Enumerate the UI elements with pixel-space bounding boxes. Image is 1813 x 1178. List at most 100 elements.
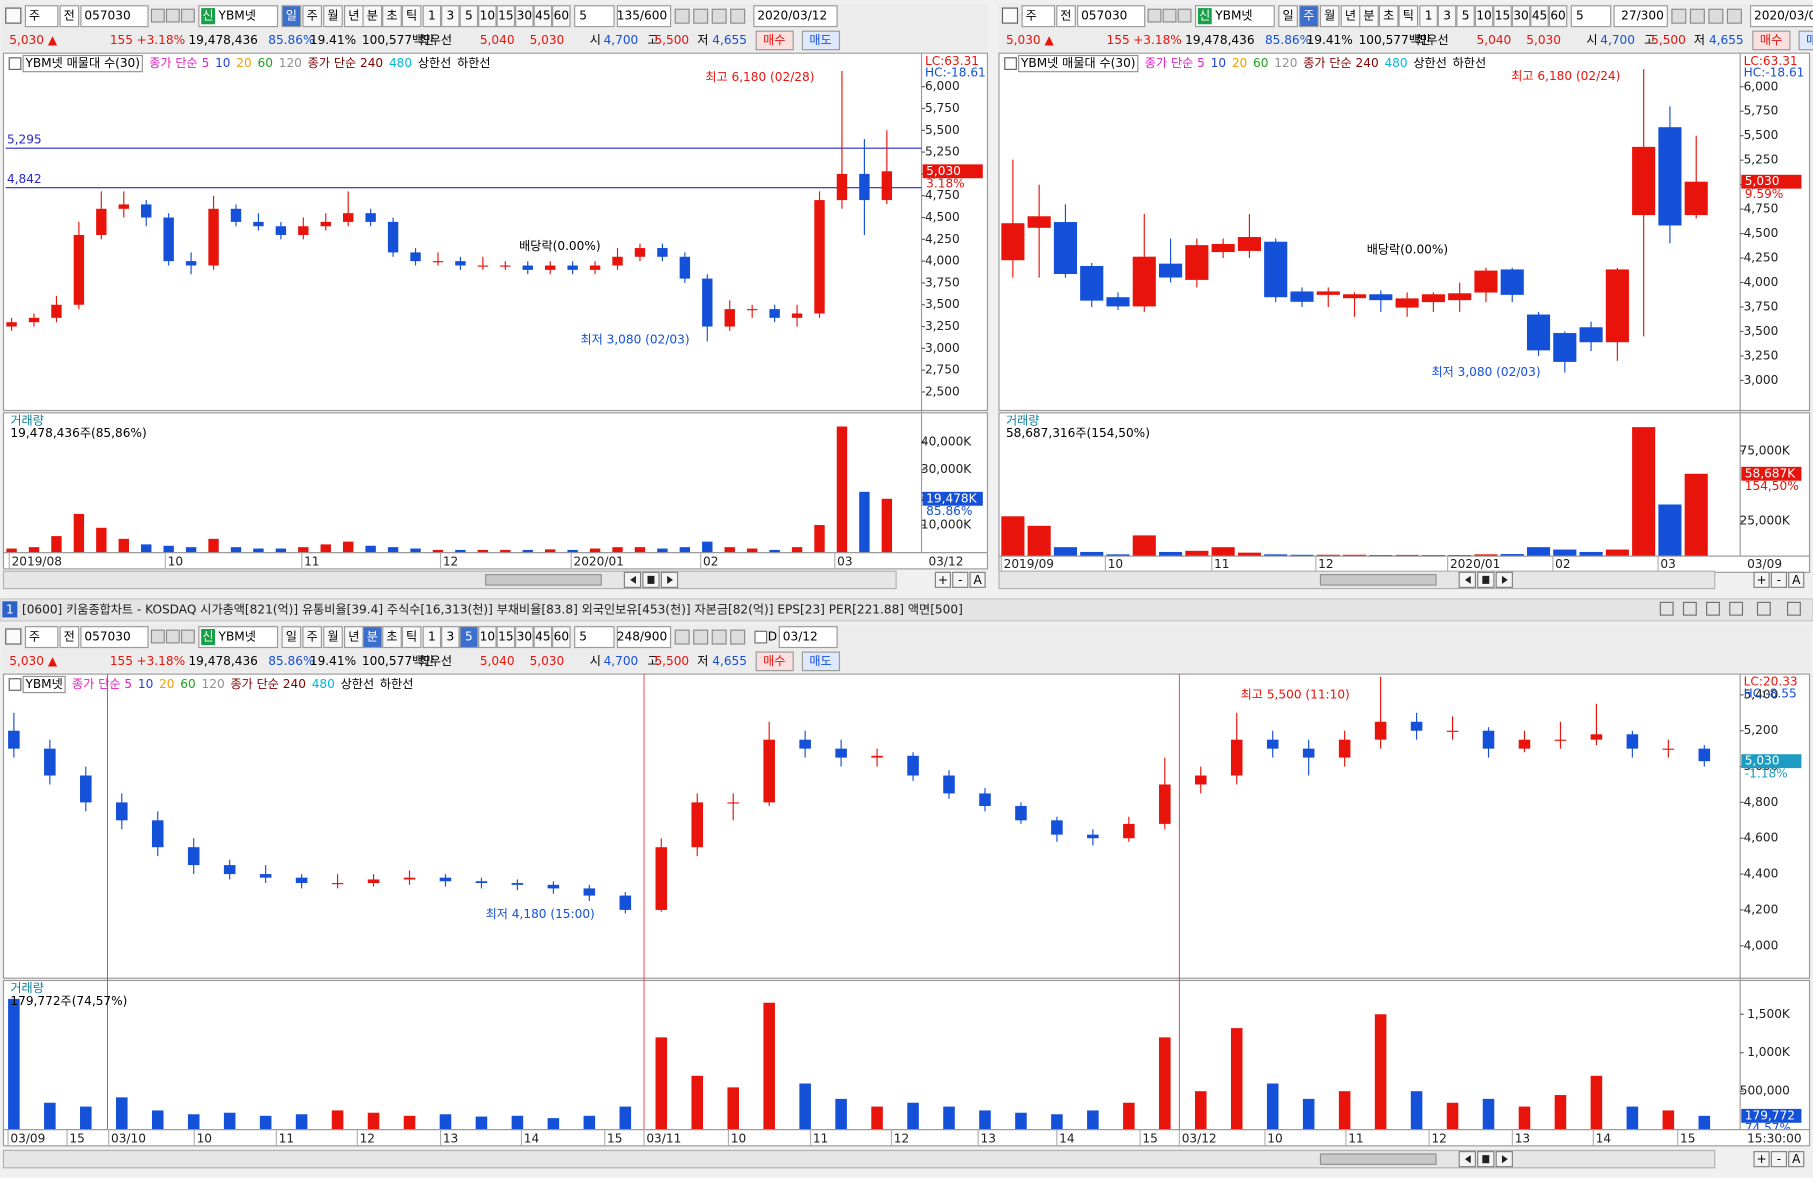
scroll-bar[interactable]: [2, 570, 897, 590]
tool-icon[interactable]: [693, 629, 709, 645]
tool-icon[interactable]: [1689, 8, 1705, 24]
period-button[interactable]: [302, 626, 323, 649]
zoom-button[interactable]: [1770, 1151, 1787, 1168]
order-button[interactable]: [755, 30, 794, 51]
order-button-label[interactable]: 매도: [809, 33, 831, 47]
count-box[interactable]: [1613, 5, 1668, 28]
dropdown[interactable]: [59, 5, 80, 28]
count-select[interactable]: [574, 5, 615, 28]
tool-icon[interactable]: [150, 8, 165, 23]
window-control[interactable]: [1756, 601, 1771, 616]
period-button[interactable]: [1299, 5, 1319, 28]
dropdown[interactable]: [1056, 5, 1076, 28]
dropdown[interactable]: [24, 5, 59, 28]
name-box[interactable]: [198, 626, 279, 649]
period-button[interactable]: [401, 5, 422, 28]
count-box[interactable]: [616, 626, 672, 649]
zoom-button-label[interactable]: +: [938, 573, 948, 587]
order-button-label[interactable]: 매수: [763, 654, 785, 668]
interval-button[interactable]: [552, 626, 571, 649]
layout-icon[interactable]: [5, 7, 22, 24]
date-checkbox[interactable]: [754, 630, 768, 644]
tool-icon[interactable]: [693, 8, 709, 24]
period-button[interactable]: [362, 5, 383, 28]
name-box[interactable]: [198, 5, 279, 28]
interval-button[interactable]: [533, 5, 553, 28]
tool-icon[interactable]: [730, 629, 746, 645]
zoom-button-label[interactable]: +: [1756, 573, 1766, 587]
scroll-thumb[interactable]: [485, 574, 602, 586]
code-input[interactable]: [80, 5, 149, 28]
interval-button[interactable]: [459, 5, 479, 28]
zoom-button[interactable]: [952, 571, 969, 588]
legend-icon[interactable]: [8, 57, 22, 70]
zoom-button-label[interactable]: A: [973, 573, 982, 587]
tool-icon[interactable]: [180, 8, 195, 23]
interval-button[interactable]: [1456, 5, 1475, 28]
interval-button[interactable]: [515, 5, 534, 28]
interval-button[interactable]: [1548, 5, 1568, 28]
interval-button[interactable]: [533, 626, 553, 649]
date-box[interactable]: [753, 5, 838, 28]
interval-button[interactable]: [1493, 5, 1512, 28]
name-box[interactable]: [1194, 5, 1275, 28]
zoom-button[interactable]: [1788, 1151, 1805, 1168]
tool-icon[interactable]: [674, 629, 690, 645]
date-box[interactable]: [1749, 5, 1813, 28]
tool-icon[interactable]: [180, 629, 195, 644]
window-control[interactable]: [1786, 601, 1801, 616]
window-control[interactable]: [1659, 601, 1674, 616]
interval-button[interactable]: [1530, 5, 1549, 28]
dropdown[interactable]: [24, 626, 59, 649]
tool-icon[interactable]: [711, 629, 727, 645]
window-control[interactable]: [1706, 601, 1720, 616]
period-button[interactable]: [281, 626, 302, 649]
count-box[interactable]: [616, 5, 672, 28]
tool-icon[interactable]: [674, 8, 690, 24]
zoom-button-label[interactable]: -: [958, 573, 962, 587]
zoom-button[interactable]: [1788, 571, 1805, 588]
zoom-button-label[interactable]: A: [1792, 573, 1801, 587]
tool-icon[interactable]: [165, 629, 180, 644]
interval-button[interactable]: [441, 626, 460, 649]
interval-button[interactable]: [552, 5, 571, 28]
tool-icon[interactable]: [711, 8, 727, 24]
interval-button[interactable]: [496, 5, 516, 28]
tool-icon[interactable]: [150, 629, 165, 644]
order-button-label[interactable]: 매: [1806, 33, 1813, 47]
code-input[interactable]: [80, 626, 149, 649]
interval-button[interactable]: [422, 5, 442, 28]
tool-icon[interactable]: [1671, 8, 1687, 24]
date-box[interactable]: [778, 626, 838, 649]
period-button[interactable]: [1359, 5, 1379, 28]
tool-icon[interactable]: [1708, 8, 1724, 24]
layout-icon[interactable]: [1001, 7, 1019, 24]
tool-icon[interactable]: [730, 8, 746, 24]
tool-icon[interactable]: [165, 8, 180, 23]
order-button-label[interactable]: 매도: [809, 654, 831, 668]
interval-button[interactable]: [496, 626, 516, 649]
period-button[interactable]: [302, 5, 323, 28]
zoom-button[interactable]: [1753, 1151, 1770, 1168]
period-button[interactable]: [401, 626, 422, 649]
scroll-thumb[interactable]: [1319, 1153, 1437, 1165]
interval-button[interactable]: [478, 626, 497, 649]
period-button[interactable]: [382, 626, 402, 649]
order-button[interactable]: [801, 30, 841, 51]
tool-icon[interactable]: [1177, 8, 1192, 23]
layout-icon[interactable]: [5, 628, 22, 645]
order-button[interactable]: [1798, 30, 1813, 51]
interval-button[interactable]: [1474, 5, 1494, 28]
interval-button[interactable]: [422, 626, 442, 649]
period-button[interactable]: [323, 626, 343, 649]
window-control[interactable]: [1682, 601, 1697, 616]
period-button[interactable]: [323, 5, 343, 28]
zoom-button[interactable]: [969, 571, 986, 588]
order-button[interactable]: [801, 651, 841, 672]
interval-button[interactable]: [515, 626, 534, 649]
zoom-button-label[interactable]: A: [1792, 1152, 1801, 1166]
period-button[interactable]: [1398, 5, 1419, 28]
tool-icon[interactable]: [1726, 8, 1742, 24]
interval-button[interactable]: [478, 5, 497, 28]
scroll-thumb[interactable]: [1319, 574, 1437, 586]
